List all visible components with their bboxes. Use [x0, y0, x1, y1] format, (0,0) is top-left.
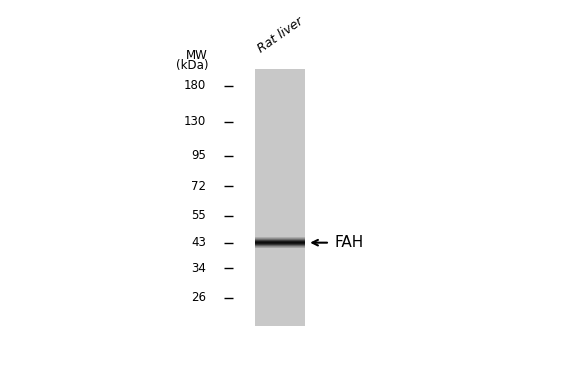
Text: MW: MW — [186, 49, 208, 62]
Text: 26: 26 — [191, 291, 206, 304]
Text: 55: 55 — [191, 209, 206, 222]
Text: Rat liver: Rat liver — [255, 15, 306, 56]
Text: (kDa): (kDa) — [176, 59, 208, 72]
Text: 180: 180 — [183, 79, 206, 92]
Text: 130: 130 — [183, 115, 206, 128]
Text: 43: 43 — [191, 236, 206, 249]
Text: 95: 95 — [191, 149, 206, 162]
Text: FAH: FAH — [335, 235, 364, 250]
Text: 72: 72 — [191, 180, 206, 193]
Text: 34: 34 — [191, 262, 206, 275]
